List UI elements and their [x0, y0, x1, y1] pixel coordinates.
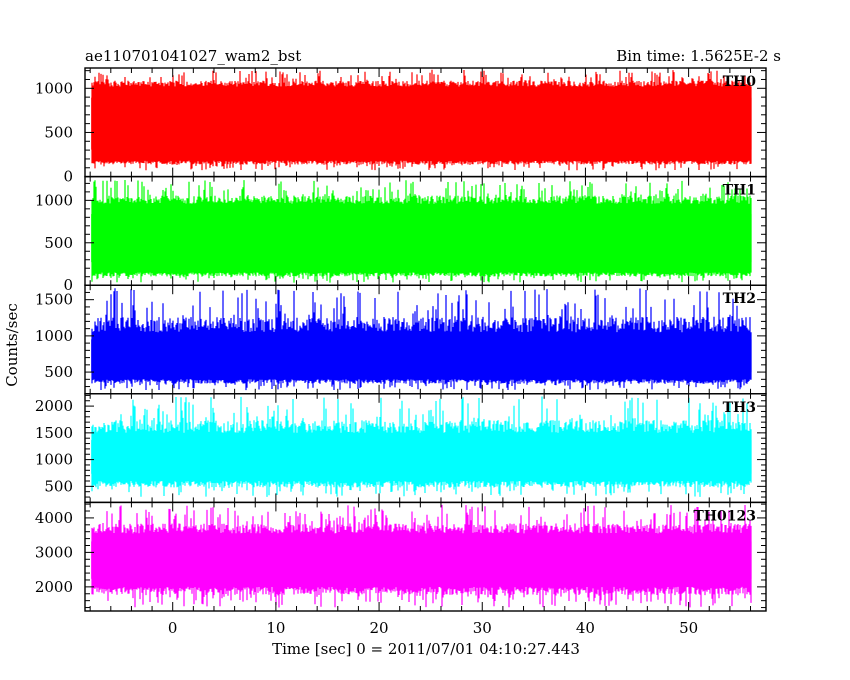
- panel-th0: 0 500 1000 TH0: [35, 67, 767, 186]
- panel-label: TH2: [723, 291, 756, 307]
- panel-frame: [84, 501, 767, 612]
- y-tick-label: 500: [44, 477, 73, 495]
- x-tick-label: 30: [473, 619, 492, 637]
- panel-th0123: 2000 3000 4000 TH0123: [35, 501, 767, 612]
- panel-label: TH1: [723, 183, 756, 199]
- x-tick-label: 40: [576, 619, 595, 637]
- y-tick-label: 0: [63, 276, 73, 294]
- y-axis-title: Counts/sec: [3, 303, 21, 387]
- panel-label: TH0: [723, 74, 757, 90]
- y-tick-label: 1000: [35, 327, 73, 345]
- y-tick-label: 500: [44, 363, 73, 381]
- panel-th1: 0 500 1000 TH1: [35, 175, 767, 294]
- y-tick-label: 1000: [35, 191, 73, 209]
- y-tick-label: 1000: [35, 79, 73, 97]
- y-tick-label: 500: [44, 123, 73, 141]
- series-core-th2: [91, 339, 752, 373]
- y-tick-label: 1500: [35, 424, 73, 442]
- y-tick-label: 2000: [35, 578, 73, 596]
- panel-label: TH0123: [693, 508, 756, 524]
- x-tick-label: 20: [370, 619, 389, 637]
- y-tick-label: 1500: [35, 291, 73, 309]
- series-core-th0: [91, 97, 752, 150]
- y-tick-label: 1000: [35, 451, 73, 469]
- series-core-th3: [91, 440, 752, 474]
- panel-th3: 500 1000 1500 2000 TH3: [35, 393, 767, 504]
- y-tick-label: 3000: [35, 543, 73, 561]
- series-core-th1: [91, 214, 752, 263]
- chart-title-left: ae110701041027_wam2_bst: [85, 47, 301, 65]
- panel-label: TH3: [723, 400, 756, 416]
- y-tick-label: 0: [63, 168, 73, 186]
- x-axis-title: Time [sec] 0 = 2011/07/01 04:10:27.443: [272, 640, 580, 658]
- y-tick-label: 500: [44, 234, 73, 252]
- y-tick-label: 4000: [35, 509, 73, 527]
- x-tick-label: 10: [266, 619, 285, 637]
- chart-title-right: Bin time: 1.5625E-2 s: [616, 47, 781, 65]
- panel-th2: 500 1000 1500 TH2: [35, 284, 767, 395]
- x-tick-label: 0: [168, 619, 178, 637]
- x-tick-label: 50: [679, 619, 698, 637]
- series-th2: [91, 288, 752, 391]
- y-tick-label: 2000: [35, 397, 73, 415]
- series-core-th0123: [91, 541, 752, 579]
